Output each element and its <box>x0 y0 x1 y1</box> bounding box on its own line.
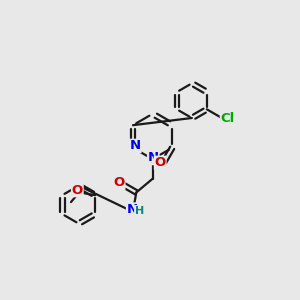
Text: N: N <box>148 152 159 164</box>
Text: H: H <box>135 206 144 216</box>
Text: O: O <box>113 176 125 189</box>
Text: O: O <box>72 184 83 196</box>
Text: N: N <box>130 140 141 152</box>
Text: Cl: Cl <box>220 112 235 125</box>
Text: N: N <box>127 203 138 216</box>
Text: O: O <box>154 156 166 170</box>
